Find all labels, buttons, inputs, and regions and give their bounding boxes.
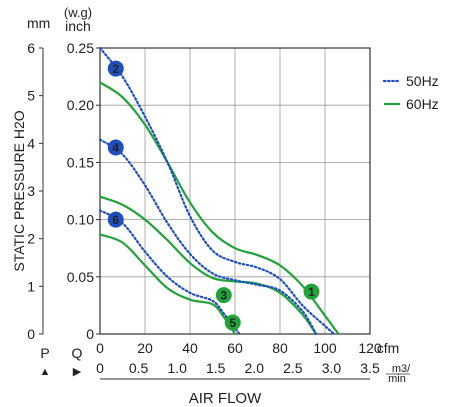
mm-tick-label: 4 [27, 135, 35, 151]
series-marker-5 [224, 314, 241, 331]
q-label: Q [72, 345, 83, 361]
series-marker-label-1: 1 [308, 285, 315, 299]
y-tick-label: 0 [86, 326, 94, 342]
mm-tick-label: 2 [27, 231, 35, 247]
y-tick-label: 0.25 [67, 40, 94, 56]
x2-tick-label: 1.0 [167, 360, 187, 376]
series-marker-label-4: 4 [112, 141, 119, 155]
series-marker-label-2: 2 [112, 62, 119, 76]
grid-lines [100, 47, 371, 334]
axes [39, 47, 410, 380]
mm-tick-label: 5 [27, 88, 35, 104]
p-label: P [40, 345, 49, 361]
series-marker-6 [107, 211, 124, 228]
x-tick-label: 60 [227, 340, 243, 356]
inch-unit-label: inch [65, 18, 91, 34]
series-marker-1 [303, 283, 320, 300]
y-tick-label: 0.15 [67, 154, 94, 170]
series-marker-label-6: 6 [112, 213, 119, 227]
series-line-4 [98, 138, 318, 336]
mm-tick-label: 1 [27, 278, 35, 294]
series-line-3 [99, 195, 317, 335]
x2-tick-label: 1.5 [206, 360, 226, 376]
inch-unit-label: (w.g) [64, 5, 92, 20]
x2-tick-label: 0 [96, 360, 104, 376]
p-arrow-icon: ▲ [40, 366, 51, 378]
x2-tick-label: 3.0 [322, 360, 342, 376]
x-unit-m3: m3/ [392, 363, 411, 375]
x2-tick-label: 2.5 [283, 360, 303, 376]
x-axis-title: AIR FLOW [189, 390, 262, 407]
x-tick-label: 40 [182, 340, 198, 356]
legend-label-60hz: 60Hz [406, 96, 439, 112]
series-marker-3 [215, 287, 232, 304]
y-tick-label: 0.20 [67, 97, 94, 113]
q-arrow-icon: ▶ [73, 366, 82, 378]
x-tick-label: 20 [137, 340, 153, 356]
series-marker-2 [107, 60, 124, 77]
x2-tick-label: 2.0 [245, 360, 265, 376]
mm-unit-label: mm [27, 15, 50, 31]
legend-label-50hz: 50Hz [406, 73, 439, 89]
x-unit-cfm: cfm [377, 340, 400, 356]
mm-tick-label: 0 [27, 326, 35, 342]
x-tick-label: 80 [272, 340, 288, 356]
series-marker-label-3: 3 [220, 289, 227, 303]
series-line-2 [98, 46, 336, 336]
x2-tick-label: 3.5 [360, 360, 380, 376]
x-tick-label: 0 [96, 340, 104, 356]
x-tick-label: 120 [358, 340, 382, 356]
series-line-6 [98, 209, 241, 336]
legend: 50Hz 60Hz [382, 73, 439, 112]
axis-labels: 0 1 2 3 4 5 6 mm (w.g)inch 0 0.05 0.10 0.15 0.20 0.25 S… [11, 5, 411, 407]
mm-tick-label: 3 [27, 183, 35, 199]
y-tick-label: 0.10 [67, 212, 94, 228]
y-axis-title: STATIC PRESSURE H2O [11, 110, 27, 271]
mm-tick-label: 6 [27, 40, 35, 56]
series-marker-label-5: 5 [229, 316, 236, 330]
x2-tick-label: 0.5 [129, 360, 149, 376]
x-unit-min: min [388, 373, 406, 385]
series-line-5 [99, 233, 236, 335]
series-marker-4 [107, 139, 124, 156]
y-tick-label: 0.05 [67, 269, 94, 285]
series-markers: 1 2 3 4 5 6 [107, 60, 320, 331]
x-tick-label: 100 [313, 340, 337, 356]
